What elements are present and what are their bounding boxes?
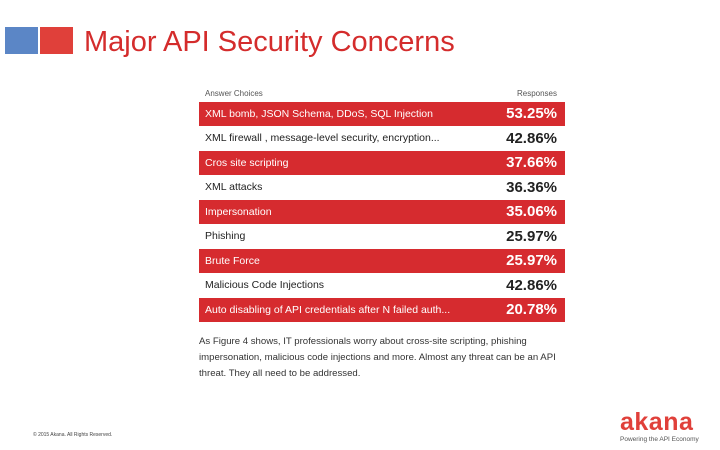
answer-label: XML attacks bbox=[205, 181, 263, 194]
brand-name: akana bbox=[620, 408, 694, 436]
response-percent: 35.06% bbox=[506, 203, 557, 221]
akana-logo: akana Powering the API Economy bbox=[620, 410, 715, 446]
survey-row: XML attacks 36.36% bbox=[199, 175, 565, 199]
red-block bbox=[40, 27, 73, 54]
response-percent: 42.86% bbox=[506, 276, 557, 294]
survey-table: Answer Choices Responses XML bomb, JSON … bbox=[199, 84, 565, 323]
answer-label: Auto disabling of API credentials after … bbox=[205, 303, 451, 316]
blue-block bbox=[5, 27, 38, 54]
response-percent: 42.86% bbox=[506, 129, 557, 147]
answer-choices-header: Answer Choices bbox=[205, 88, 263, 98]
copyright-text: © 2015 Akana. All Rights Reserved. bbox=[33, 432, 113, 438]
survey-row: Phishing 25.97% bbox=[199, 224, 565, 248]
survey-row: Impersonation 35.06% bbox=[199, 200, 565, 224]
response-percent: 20.78% bbox=[506, 301, 557, 319]
answer-label: Impersonation bbox=[205, 205, 272, 218]
slide-title: Major API Security Concerns bbox=[84, 26, 455, 58]
answer-label: XML bomb, JSON Schema, DDoS, SQL Injecti… bbox=[205, 107, 433, 120]
answer-label: Cros site scripting bbox=[205, 156, 289, 169]
answer-label: Brute Force bbox=[205, 254, 260, 267]
survey-row: XML firewall , message-level security, e… bbox=[199, 126, 565, 150]
survey-row: Brute Force 25.97% bbox=[199, 249, 565, 273]
survey-row: Cros site scripting 37.66% bbox=[199, 151, 565, 175]
survey-row: XML bomb, JSON Schema, DDoS, SQL Injecti… bbox=[199, 102, 565, 126]
slide-corner-blocks bbox=[5, 27, 73, 54]
responses-header: Responses bbox=[516, 88, 557, 98]
survey-caption: As Figure 4 shows, IT professionals worr… bbox=[199, 336, 556, 379]
response-percent: 36.36% bbox=[506, 178, 557, 196]
survey-row: Auto disabling of API credentials after … bbox=[199, 298, 565, 322]
response-percent: 25.97% bbox=[506, 227, 557, 245]
response-percent: 53.25% bbox=[506, 105, 557, 123]
survey-header: Answer Choices Responses bbox=[199, 84, 565, 102]
survey-row: Malicious Code Injections 42.86% bbox=[199, 273, 565, 297]
response-percent: 37.66% bbox=[506, 154, 557, 172]
brand-tagline: Powering the API Economy bbox=[620, 436, 699, 443]
answer-label: Phishing bbox=[205, 230, 246, 243]
answer-label: XML firewall , message-level security, e… bbox=[205, 132, 440, 145]
survey-rows: XML bomb, JSON Schema, DDoS, SQL Injecti… bbox=[199, 102, 565, 322]
response-percent: 25.97% bbox=[506, 252, 557, 270]
answer-label: Malicious Code Injections bbox=[205, 279, 325, 292]
